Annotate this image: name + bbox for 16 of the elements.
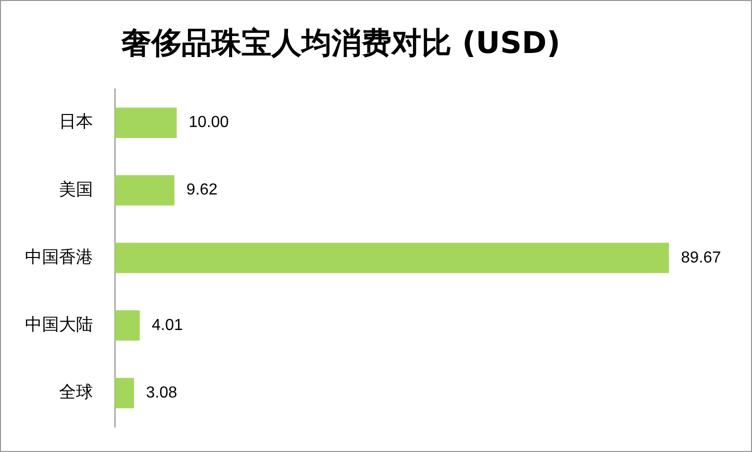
y-tick-label: 美国 xyxy=(59,180,93,200)
bar xyxy=(115,175,174,206)
data-label: 9.62 xyxy=(186,182,218,199)
data-label: 10.00 xyxy=(188,114,229,132)
chart-title: 奢侈品珠宝人均消费对比 (USD) xyxy=(120,26,560,61)
data-label: 3.08 xyxy=(146,384,178,402)
bar xyxy=(115,108,177,138)
y-tick-label: 中国大陆 xyxy=(25,314,93,335)
y-tick-label: 全球 xyxy=(59,382,93,402)
data-label: 89.67 xyxy=(680,249,722,266)
bar xyxy=(115,310,140,341)
y-tick-label: 日本 xyxy=(59,112,93,132)
data-label: 4.01 xyxy=(152,316,184,334)
y-tick-label: 中国香港 xyxy=(25,247,93,268)
bar xyxy=(115,378,134,408)
bar xyxy=(115,242,669,274)
